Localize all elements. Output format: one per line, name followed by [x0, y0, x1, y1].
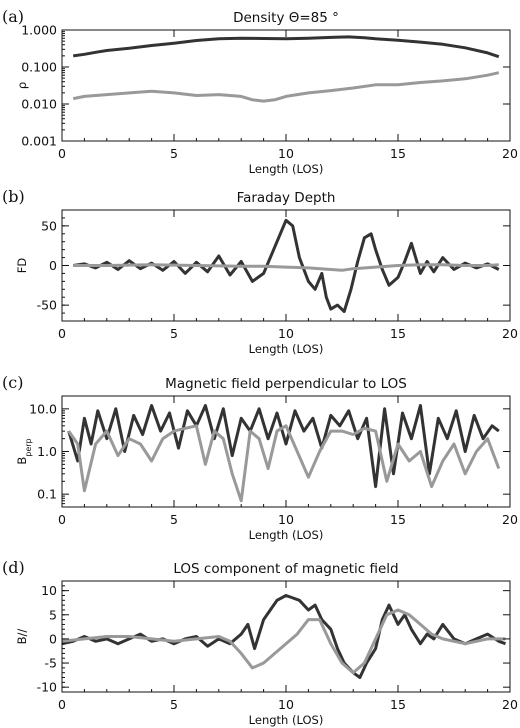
panel-1: (a) Density Θ=85 ° 0 5 10 15 20 0.001 0.010 0.100…	[2, 7, 518, 176]
plot-frame	[61, 395, 511, 508]
y-tick-label: 0.010	[21, 97, 57, 112]
panel-title: Magnetic field perpendicular to LOS	[165, 376, 407, 392]
series-line-1	[67, 404, 500, 489]
x-tick-label: 15	[390, 326, 406, 341]
panel-label: (b)	[2, 187, 25, 206]
series-line-1	[62, 594, 507, 679]
series-line-2	[67, 424, 501, 503]
plot-frame	[61, 29, 511, 142]
y-tick-label: 0	[49, 631, 57, 646]
x-tick-label: 0	[58, 512, 66, 527]
panel-4: (d) LOS component of magnetic field 0 5 10 15…	[2, 558, 518, 727]
y-tick-label: 50	[41, 218, 57, 233]
series-line-2	[73, 263, 499, 272]
panel-label: (c)	[2, 373, 23, 392]
x-tick-label: 20	[502, 326, 518, 341]
y-tick-label: -10	[37, 680, 57, 695]
panel-title: Faraday Depth	[237, 190, 336, 206]
x-axis-label: Length (LOS)	[249, 713, 324, 727]
y-tick-label: 10.0	[29, 401, 57, 416]
y-axis-label: FD	[15, 258, 29, 274]
x-tick-label: 5	[170, 512, 178, 527]
x-axis-label: Length (LOS)	[249, 342, 324, 356]
y-tick-label: 0	[49, 258, 57, 273]
x-axis-label: Length (LOS)	[249, 162, 324, 176]
x-tick-label: 5	[170, 697, 178, 712]
y-tick-label: -50	[37, 298, 57, 313]
x-tick-label: 0	[58, 697, 66, 712]
series-line-1	[72, 218, 500, 313]
x-tick-label: 20	[502, 697, 518, 712]
x-tick-label: 5	[170, 146, 178, 161]
panel-title: LOS component of magnetic field	[173, 561, 398, 577]
y-tick-label: 0.001	[21, 134, 57, 149]
x-tick-label: 20	[502, 512, 518, 527]
y-axis-label: ρ	[15, 82, 29, 89]
y-tick-label: 0.100	[21, 60, 57, 75]
y-tick-label: 5	[49, 607, 57, 622]
y-tick-label: 1.000	[21, 23, 57, 38]
x-tick-label: 15	[390, 697, 406, 712]
x-tick-label: 10	[278, 512, 294, 527]
series-line-1	[72, 35, 500, 59]
x-tick-label: 5	[170, 326, 178, 341]
series-line-2	[72, 71, 500, 103]
panel-title: Density Θ=85 °	[233, 10, 339, 26]
x-tick-label: 10	[278, 146, 294, 161]
x-tick-label: 0	[58, 146, 66, 161]
x-tick-label: 20	[502, 146, 518, 161]
x-tick-label: 15	[390, 146, 406, 161]
panel-label: (d)	[2, 558, 25, 577]
y-axis-label: B//	[15, 629, 29, 645]
x-tick-label: 10	[278, 697, 294, 712]
y-tick-label: -5	[45, 656, 57, 671]
panel-3: (c) Magnetic field perpendicular to LOS 0 5…	[2, 373, 518, 542]
x-axis-label: Length (LOS)	[249, 528, 324, 542]
x-tick-label: 10	[278, 326, 294, 341]
panel-label: (a)	[2, 7, 24, 26]
x-tick-label: 15	[390, 512, 406, 527]
x-tick-label: 0	[58, 326, 66, 341]
series-line-2	[62, 608, 506, 675]
y-tick-label: 0.1	[37, 487, 57, 502]
y-tick-label: 1.0	[37, 444, 57, 459]
y-tick-label: 10	[41, 583, 57, 598]
y-axis-label: Bperp	[15, 438, 33, 464]
